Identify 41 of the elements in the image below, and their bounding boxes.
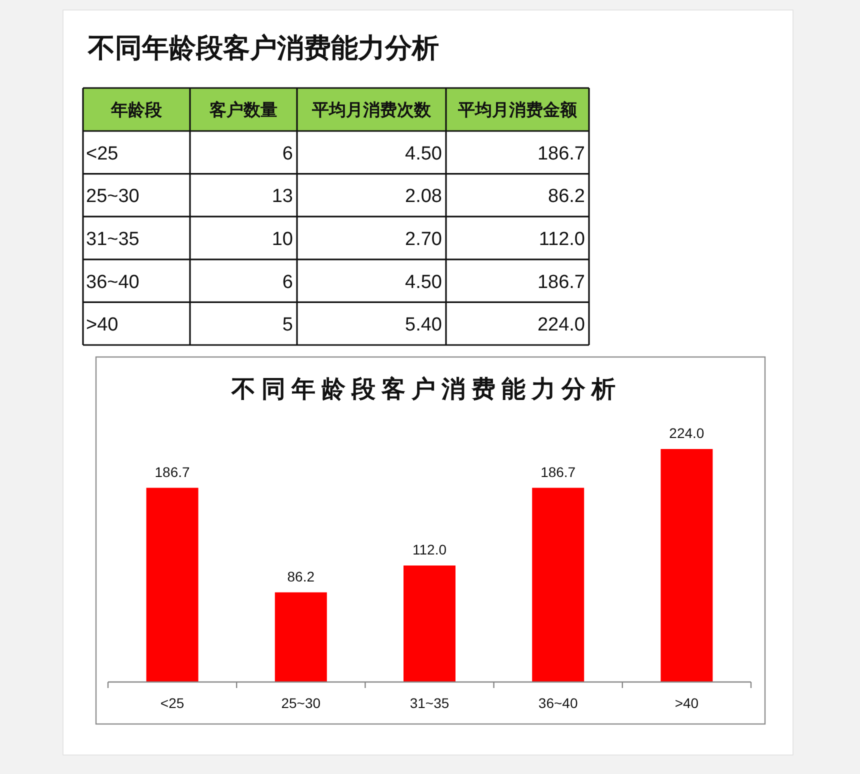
data-label: 2.70 — [405, 229, 442, 250]
data-label: 6 — [282, 143, 293, 164]
data-label: 86.2 — [287, 568, 315, 584]
text: 平均月消费次数 — [311, 100, 432, 120]
text: 客户数量 — [208, 100, 278, 120]
x-tick-label: 36~40 — [538, 695, 578, 711]
chart-title: 不同年龄段客户消费能力分析 — [230, 374, 622, 403]
text: 年龄段 — [110, 100, 163, 120]
data-label: 186.7 — [154, 464, 190, 480]
x-tick-label: 25~30 — [281, 695, 321, 711]
data-label: 224.0 — [537, 314, 585, 336]
category-label: <25 — [86, 143, 118, 164]
data-label: 186.7 — [540, 464, 576, 480]
data-label: 186.7 — [537, 143, 585, 164]
data-label: 86.2 — [548, 186, 585, 208]
data-label: 186.7 — [537, 272, 585, 293]
data-label: 6 — [282, 272, 293, 293]
data-label: 2.08 — [405, 186, 442, 208]
bar — [660, 449, 713, 682]
data-label: 4.50 — [405, 143, 442, 164]
data-label: 13 — [272, 186, 293, 208]
data-label: 4.50 — [405, 272, 442, 293]
text: 不同年龄段客户消费能力分析 — [87, 33, 439, 63]
data-label: 112.0 — [412, 542, 447, 558]
x-tick-label: <25 — [160, 695, 184, 711]
category-label: 31~35 — [86, 229, 140, 250]
category-label: 25~30 — [86, 186, 140, 208]
bar — [274, 592, 327, 682]
bar — [404, 566, 456, 682]
x-tick-label: >40 — [674, 695, 699, 711]
bar — [146, 488, 198, 682]
data-label: 224.0 — [669, 425, 704, 441]
data-label: 5.40 — [405, 314, 442, 336]
x-tick-label: 31~35 — [410, 695, 450, 711]
data-label: 112.0 — [538, 229, 585, 250]
category-label: >40 — [86, 314, 118, 336]
bar — [532, 488, 584, 682]
text: 平均月消费金额 — [457, 100, 578, 120]
data-label: 10 — [272, 229, 293, 250]
category-label: 36~40 — [86, 272, 140, 293]
data-label: 5 — [282, 314, 293, 336]
